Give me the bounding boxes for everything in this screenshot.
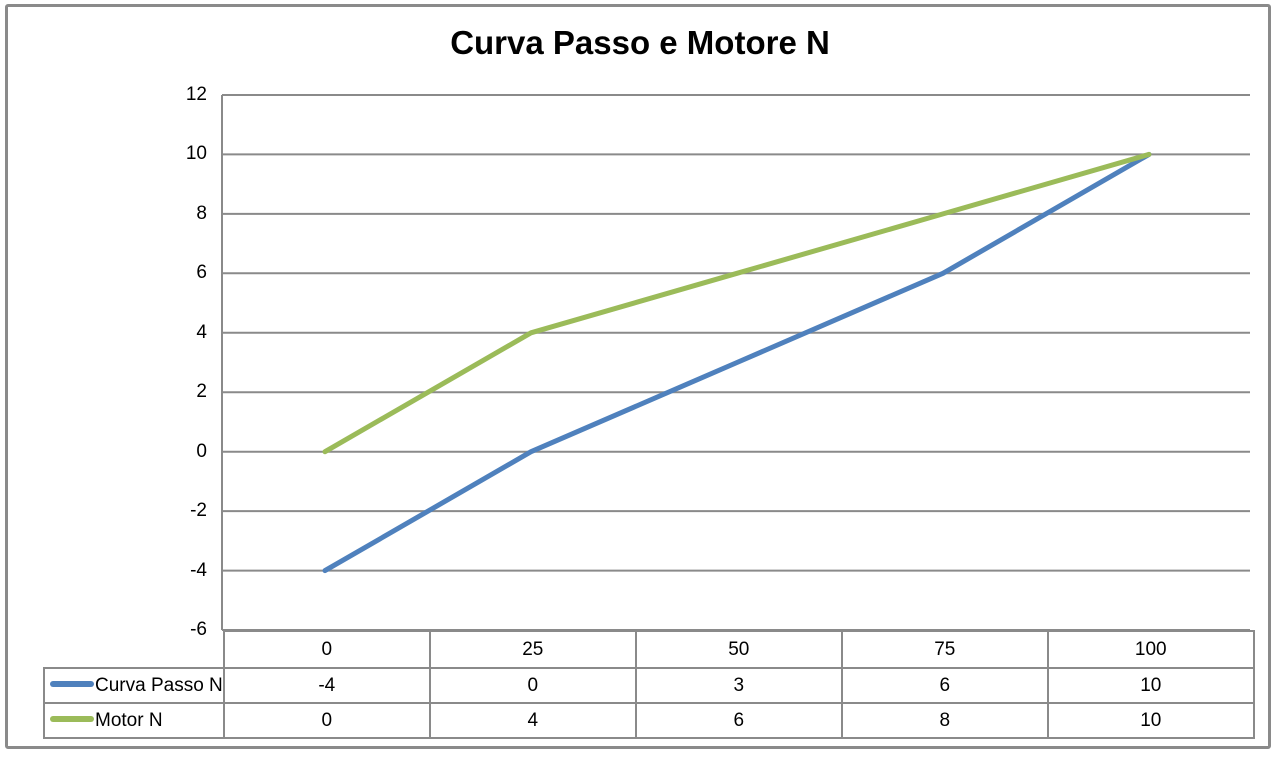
table-value-cell: 10 (1046, 667, 1255, 704)
x-axis-label: 100 (1046, 630, 1255, 669)
table-value-cell: 0 (222, 702, 431, 739)
x-axis-label: 50 (634, 630, 843, 669)
table-value-cell: 6 (634, 702, 843, 739)
y-axis-label: 8 (196, 202, 207, 224)
chart-title: Curva Passo e Motore N (450, 24, 830, 61)
table-value-cell: 8 (840, 702, 1049, 739)
legend-cell-motor-n: Motor N (43, 702, 225, 739)
x-axis-label: 25 (428, 630, 637, 669)
y-axis-label: 10 (185, 143, 207, 165)
legend-cell-curva-passo-n: Curva Passo N (43, 667, 225, 704)
table-value-cell: 6 (840, 667, 1049, 704)
y-axis-label: -6 (190, 619, 207, 640)
x-axis-label: 75 (840, 630, 1049, 669)
table-value-cell: 0 (428, 667, 637, 704)
series-line-curva-passo-n (322, 151, 1152, 574)
table-row: Motor N 0 4 6 8 10 (43, 702, 1255, 739)
y-axis-label: 6 (196, 262, 207, 284)
y-axis-label: -4 (190, 559, 207, 581)
chart-outer-border (5, 4, 1271, 749)
table-row: Curva Passo N -4 0 3 6 10 (43, 667, 1255, 704)
x-axis-label: 0 (222, 630, 431, 669)
y-axis-label: 2 (196, 381, 207, 403)
table-value-cell: 3 (634, 667, 843, 704)
legend-label: Curva Passo N (95, 674, 223, 696)
table-value-cell: 4 (428, 702, 637, 739)
legend-label: Motor N (95, 709, 163, 731)
y-axis-label: -2 (190, 500, 207, 522)
table-blank-cell (44, 631, 224, 668)
y-axis-label: 12 (185, 84, 207, 105)
series-line-motor-n (322, 151, 1152, 455)
table-value-cell: -4 (222, 667, 431, 704)
y-axis-label: 0 (196, 440, 207, 462)
legend-line-swatch (50, 715, 94, 722)
table-value-cell: 10 (1046, 702, 1255, 739)
y-axis-label: 4 (196, 321, 207, 343)
legend-line-swatch (50, 680, 94, 687)
